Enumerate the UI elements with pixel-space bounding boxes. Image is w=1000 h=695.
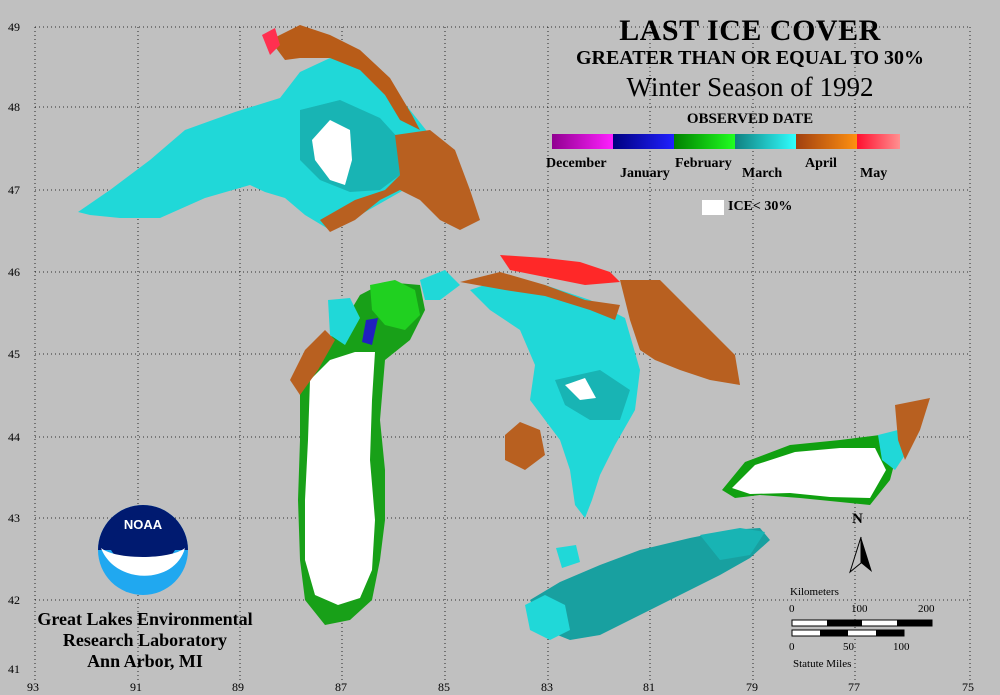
legend-swatch-april	[796, 134, 857, 149]
lake-huron	[420, 255, 740, 518]
noaa-logo	[98, 505, 188, 595]
lon-tick: 75	[962, 680, 974, 694]
lat-tick: 45	[8, 347, 20, 361]
legend-label-may: May	[860, 166, 888, 181]
legend-label-march: March	[742, 166, 783, 181]
st-clair-cyan	[556, 545, 580, 568]
lon-tick: 89	[232, 680, 244, 694]
legend-swatch-may	[857, 134, 900, 149]
title-line-1: LAST ICE COVER	[619, 14, 881, 47]
lake-erie	[525, 528, 770, 640]
lon-tick: 83	[541, 680, 553, 694]
north-channel-april	[460, 272, 620, 320]
lat-tick: 44	[8, 430, 20, 444]
huron-white	[565, 378, 596, 400]
lake-superior	[78, 25, 480, 232]
scale-mi-tick: 50	[843, 641, 854, 653]
legend-ice-label: ICE< 30%	[728, 199, 793, 214]
legend-label-april: April	[805, 156, 837, 171]
superior-april-north	[270, 25, 420, 130]
legend-swatch-december	[552, 134, 613, 149]
michigan-blue	[362, 318, 378, 345]
lon-tick: 93	[27, 680, 39, 694]
title-line-3: Winter Season of 1992	[626, 72, 874, 102]
erie-cyan	[525, 595, 570, 640]
legend-label-december: December	[546, 156, 607, 171]
lat-tick: 42	[8, 593, 20, 607]
noaa-logo-text: NOAA	[123, 517, 163, 532]
lon-tick: 79	[746, 680, 758, 694]
michigan-white-ice	[305, 352, 375, 605]
lat-tick: 41	[8, 662, 20, 676]
lon-tick: 91	[130, 680, 142, 694]
lon-tick: 85	[438, 680, 450, 694]
lon-tick: 81	[643, 680, 655, 694]
scale-mi-tick: 100	[893, 641, 910, 653]
legend-label-february: February	[675, 156, 732, 171]
lon-tick: 77	[848, 680, 860, 694]
scale-km-title: Kilometers	[790, 586, 839, 598]
legend-swatch-january	[613, 134, 674, 149]
lat-tick: 48	[8, 100, 20, 114]
ontario-white	[732, 448, 886, 498]
lake-michigan	[290, 280, 425, 625]
green-bay-april	[290, 330, 335, 395]
north-channel-may	[500, 255, 620, 285]
georgian-bay-april	[620, 280, 740, 385]
compass-label: N	[852, 511, 863, 527]
superior-ice-white	[312, 120, 352, 185]
lat-tick: 43	[8, 511, 20, 525]
huron-cyan	[470, 278, 640, 518]
green-bay-cyan	[328, 298, 360, 345]
legend-ice-swatch	[702, 200, 724, 215]
lon-tick: 87	[335, 680, 347, 694]
legend-label-january: January	[620, 166, 670, 181]
lat-tick: 47	[8, 183, 20, 197]
erie-east-teal	[700, 528, 765, 560]
credit-line-3: Ann Arbor, MI	[87, 651, 203, 671]
scale-mi-tick: 0	[789, 641, 795, 653]
scale-bar	[791, 619, 933, 637]
mackinac-cyan	[420, 270, 460, 300]
title-line-2: GREATER THAN OR EQUAL TO 30%	[575, 47, 925, 69]
legend-swatch-february	[674, 134, 735, 149]
superior-may	[262, 28, 280, 55]
superior-april-east	[320, 130, 480, 232]
ontario-april-east	[895, 398, 930, 460]
lat-tick: 46	[8, 265, 20, 279]
scale-km-tick: 0	[789, 603, 795, 615]
lat-tick: 49	[8, 20, 20, 34]
saginaw-april	[505, 422, 545, 470]
scale-km-tick: 200	[918, 603, 935, 615]
scale-km-tick: 100	[851, 603, 868, 615]
lake-ontario	[722, 398, 930, 505]
north-arrow-icon	[849, 536, 872, 574]
credit-line-2: Research Laboratory	[62, 630, 228, 650]
michigan-bright-green	[370, 280, 420, 330]
legend-heading: OBSERVED DATE	[686, 111, 814, 127]
erie-teal	[530, 528, 770, 640]
scale-mi-title: Statute Miles	[793, 658, 852, 670]
credit-line-1: Great Lakes Environmental	[37, 609, 253, 629]
legend-swatch-march	[735, 134, 796, 149]
